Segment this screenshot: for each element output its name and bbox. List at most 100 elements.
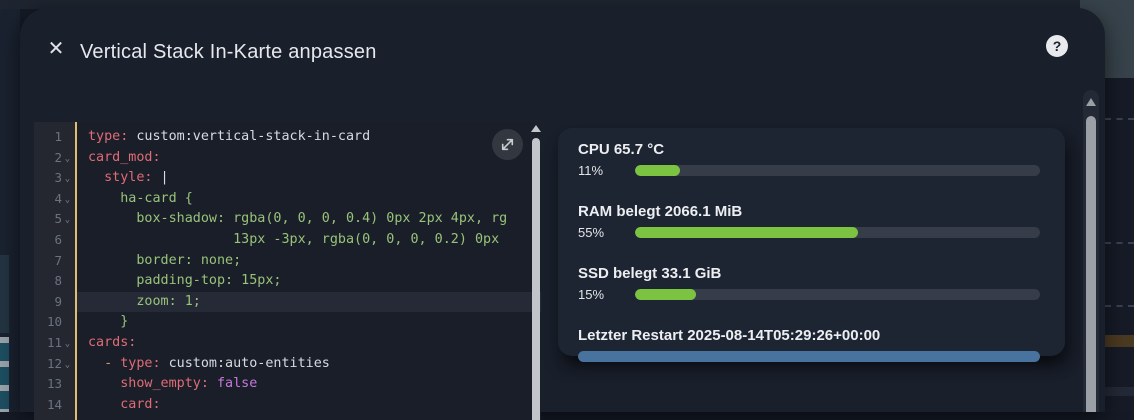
code-line[interactable]: zoom: 1; — [77, 291, 541, 313]
token-plain: custom:vertical-stack-in-card — [128, 129, 371, 144]
editor-scrollbar-thumb[interactable] — [532, 138, 540, 420]
code-line[interactable]: 13px -3px, rgba(0, 0, 0, 0.2) 0px — [77, 230, 541, 251]
dialog-header: ✕ Vertical Stack In-Karte anpassen ? — [20, 8, 1105, 86]
backdrop-light-band — [1105, 387, 1134, 396]
token-num: false — [208, 376, 258, 392]
token-plain — [88, 356, 104, 371]
token-str: padding-top: 15px; — [88, 273, 282, 289]
stat-label: Letzter Restart 2025-08-14T05:29:26+00:0… — [578, 327, 881, 344]
token-key: cards: — [88, 334, 137, 350]
stat-bar-row: 11% — [578, 163, 1040, 178]
backdrop-dashed-line — [1105, 305, 1134, 307]
token-key: style: — [104, 170, 153, 186]
stat-bar-row: 55% — [578, 225, 1040, 240]
dialog-scrollbar[interactable] — [1083, 90, 1099, 412]
code-line[interactable]: } — [77, 312, 541, 333]
progress-track — [635, 227, 1040, 238]
backdrop-top-strip — [0, 0, 1134, 9]
help-icon[interactable]: ? — [1046, 35, 1068, 57]
code-line[interactable]: type: custom:vertical-stack-in-card — [77, 127, 541, 148]
code-line[interactable]: border: none; — [77, 251, 541, 272]
progress-fill — [635, 165, 680, 176]
code-line[interactable]: style: | — [77, 168, 541, 189]
line-number: 12 ⌄ — [34, 354, 75, 375]
backdrop-dashed-line — [1105, 118, 1134, 120]
stat-section: SSD belegt 33.1 GiB 15% — [578, 265, 1040, 302]
line-number: 1 — [54, 129, 62, 144]
stat-percent: 11% — [578, 163, 604, 178]
editor-code-area[interactable]: type: custom:vertical-stack-in-card card_… — [77, 122, 541, 420]
line-number: 5 ⌄ — [34, 209, 75, 230]
dialog-scrollbar-thumb[interactable] — [1086, 116, 1096, 412]
fold-chevron-icon[interactable]: ⌄ — [64, 359, 71, 370]
fold-chevron-icon[interactable]: ⌄ — [64, 174, 71, 185]
expand-icon — [501, 138, 514, 151]
fold-chevron-icon[interactable]: ⌄ — [64, 215, 71, 226]
backdrop-right-strip — [1105, 78, 1134, 412]
line-number: 8 — [54, 273, 62, 289]
token-key: type: — [88, 129, 129, 144]
token-str: ha-card { — [88, 190, 193, 206]
fold-chevron-icon[interactable]: ⌄ — [64, 338, 71, 349]
expand-editor-button[interactable] — [492, 129, 523, 160]
code-line[interactable]: box-shadow: rgba(0, 0, 0, 0.4) 0px 2px 4… — [77, 209, 541, 230]
token-str: box-shadow: rgba(0, 0, 0, 0.4) 0px 2px 4… — [88, 211, 508, 227]
stat-bar-row — [578, 350, 1040, 363]
backdrop-left-block — [0, 255, 9, 333]
yaml-editor[interactable]: 1 2 ⌄ 3 ⌄ 4 ⌄ 5 ⌄ 6 7 8 9 10 11 ⌄ 12 ⌄ 13 14 type: custom:v… — [34, 122, 541, 420]
dialog-title: Vertical Stack In-Karte anpassen — [80, 41, 377, 63]
progress-track — [635, 165, 1040, 176]
token-key: card: — [120, 396, 161, 412]
token-dash: - — [104, 355, 121, 371]
editor-gutter: 1 2 ⌄ 3 ⌄ 4 ⌄ 5 ⌄ 6 7 8 9 10 11 ⌄ 12 ⌄ 13 14 — [34, 122, 75, 420]
code-line[interactable]: card: — [77, 395, 541, 416]
code-line[interactable]: card_mod: — [77, 148, 541, 169]
stat-bar-row: 15% — [578, 287, 1040, 302]
token-key: card_mod: — [88, 149, 161, 165]
stat-section: RAM belegt 2066.1 MiB 55% — [578, 203, 1040, 240]
backdrop-brown-band — [1105, 335, 1134, 347]
backdrop-left-table-edge — [0, 337, 9, 412]
token-str: } — [88, 314, 129, 330]
code-line[interactable]: - type: custom:auto-entities — [77, 354, 541, 375]
line-number: 7 — [54, 252, 62, 268]
token-key: show_empty: — [120, 376, 209, 392]
stat-percent: 15% — [578, 287, 605, 302]
close-icon[interactable]: ✕ — [42, 34, 70, 62]
backdrop-dashed-line — [1105, 242, 1134, 244]
line-number: 10 — [46, 314, 62, 330]
code-line[interactable]: padding-top: 15px; — [77, 271, 541, 292]
code-line[interactable]: show_empty: false — [77, 374, 541, 395]
code-line[interactable]: cards: — [77, 333, 541, 354]
token-str: zoom: 1; — [88, 293, 201, 309]
line-number: 4 ⌄ — [34, 189, 75, 210]
stat-label: CPU 65.7 °C — [578, 141, 665, 158]
line-number: 13 — [46, 376, 62, 392]
line-number: 6 — [54, 231, 62, 247]
code-line[interactable]: ha-card { — [77, 189, 541, 210]
token-plain — [88, 397, 120, 412]
editor-scrollbar[interactable] — [531, 122, 541, 420]
token-plain — [88, 376, 120, 391]
token-key: type: — [120, 355, 161, 371]
line-number: 3 ⌄ — [34, 168, 75, 189]
fold-chevron-icon[interactable]: ⌄ — [64, 194, 71, 205]
token-str: 13px -3px, rgba(0, 0, 0, 0.2) 0px — [88, 231, 500, 247]
line-number: 14 — [46, 396, 62, 412]
progress-track — [635, 289, 1040, 300]
line-number: 2 ⌄ — [34, 148, 75, 169]
token-str: border: none; — [88, 252, 242, 268]
stat-section: Letzter Restart 2025-08-14T05:29:26+00:0… — [578, 327, 1040, 363]
token-plain: custom:auto-entities — [160, 355, 330, 371]
progress-fill — [635, 227, 858, 238]
scroll-up-icon[interactable] — [1086, 98, 1096, 106]
card-preview: CPU 65.7 °C 11% RAM belegt 2066.1 MiB 55% SS… — [558, 128, 1065, 362]
line-number: 11 ⌄ — [34, 333, 75, 354]
line-number: 9 — [54, 293, 62, 309]
progress-track — [578, 351, 1040, 362]
token-plain — [88, 170, 104, 185]
fold-chevron-icon[interactable]: ⌄ — [64, 153, 71, 164]
progress-fill — [578, 351, 1040, 362]
stat-section: CPU 65.7 °C 11% — [578, 141, 1040, 178]
scroll-up-icon[interactable] — [531, 125, 541, 132]
